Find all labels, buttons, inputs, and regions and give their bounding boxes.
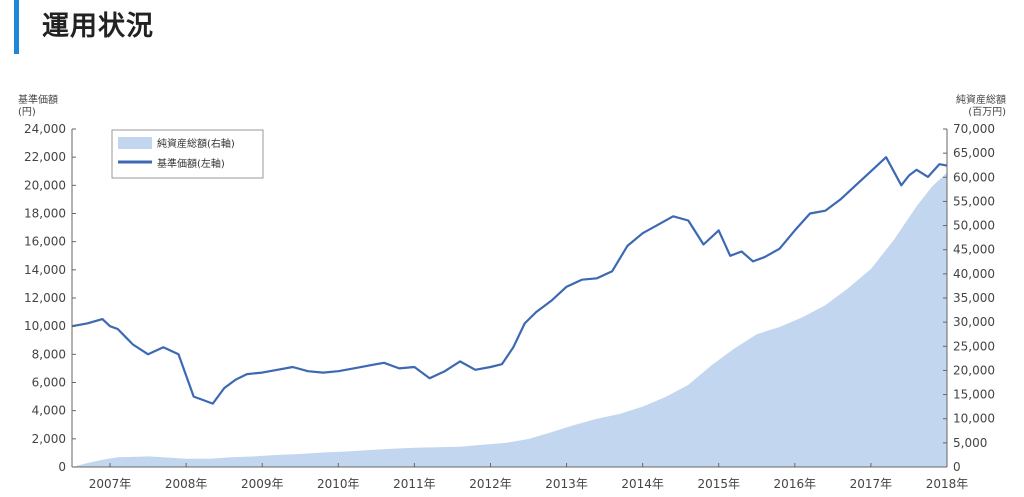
x-axis-tick-label: 2007年 [89,477,132,491]
left-axis-tick-label: 18,000 [24,207,66,221]
right-axis-tick-label: 60,000 [953,170,995,184]
left-axis-tick-label: 10,000 [24,319,66,333]
right-axis-tick-label: 20,000 [953,363,995,377]
right-axis-tick-label: 70,000 [953,122,995,136]
left-axis-tick-label: 24,000 [24,122,66,136]
right-axis-tick-label: 45,000 [953,243,995,257]
left-axis-tick-label: 2,000 [32,432,66,446]
right-axis-tick-label: 0 [953,460,961,474]
legend-swatch-net-assets [118,137,152,149]
left-axis-tick-label: 0 [58,460,66,474]
left-axis-tick-label: 22,000 [24,150,66,164]
right-axis-tick-label: 30,000 [953,315,995,329]
right-axis-title-line1: 純資産総額 [956,93,1006,106]
axes-group: 0 2,000 4,000 6,000 8,000 10,000 12,000 14,000 1… [24,122,995,491]
x-axis-tick-label: 2008年 [165,477,208,491]
left-axis-tick-label: 20,000 [24,178,66,192]
x-axis-tick-label: 2009年 [241,477,284,491]
x-axis-tick-label: 2011年 [393,477,436,491]
right-axis-tick-label: 65,000 [953,146,995,160]
right-axis-tick-label: 55,000 [953,194,995,208]
x-axis-tick-label: 2018年 [926,477,969,491]
right-axis-tick-label: 25,000 [953,339,995,353]
nav-line [71,156,948,405]
left-axis-tick-label: 14,000 [24,263,66,277]
left-axis-tick-label: 8,000 [32,347,66,361]
x-axis-tick-label: 2010年 [317,477,360,491]
line-series-group [71,156,948,405]
x-axis-tick-label: 2017年 [850,477,893,491]
left-axis-tick-label: 6,000 [32,376,66,390]
right-axis-tick-label: 35,000 [953,291,995,305]
left-axis-tick-label: 12,000 [24,291,66,305]
right-axis-tick-label: 40,000 [953,267,995,281]
area-series-group [72,172,947,467]
net-assets-area [72,172,947,467]
legend-label-net-assets: 純資産総額(右軸) [157,137,235,150]
x-axis-tick-label: 2013年 [545,477,588,491]
x-axis-tick-label: 2012年 [469,477,512,491]
legend-label-nav: 基準価額(左軸) [157,157,225,170]
x-axis-tick-label: 2016年 [774,477,817,491]
left-axis-tick-label: 16,000 [24,235,66,249]
right-axis-title-line2: (百万円) [968,106,1006,118]
page-title: 運用状況 [42,11,154,42]
x-axis-tick-label: 2015年 [697,477,740,491]
right-axis-tick-label: 10,000 [953,412,995,426]
x-axis-tick-label: 2014年 [621,477,664,491]
right-axis-tick-label: 5,000 [953,436,987,450]
right-axis-tick-label: 50,000 [953,219,995,233]
chart-legend: 純資産総額(右軸) 基準価額(左軸) [111,129,264,179]
title-accent-bar [14,0,19,54]
left-axis-title-line1: 基準価額 [18,93,58,106]
left-axis-tick-label: 4,000 [32,404,66,418]
left-axis-title-line2: (円) [18,107,36,118]
right-axis-tick-label: 15,000 [953,388,995,402]
